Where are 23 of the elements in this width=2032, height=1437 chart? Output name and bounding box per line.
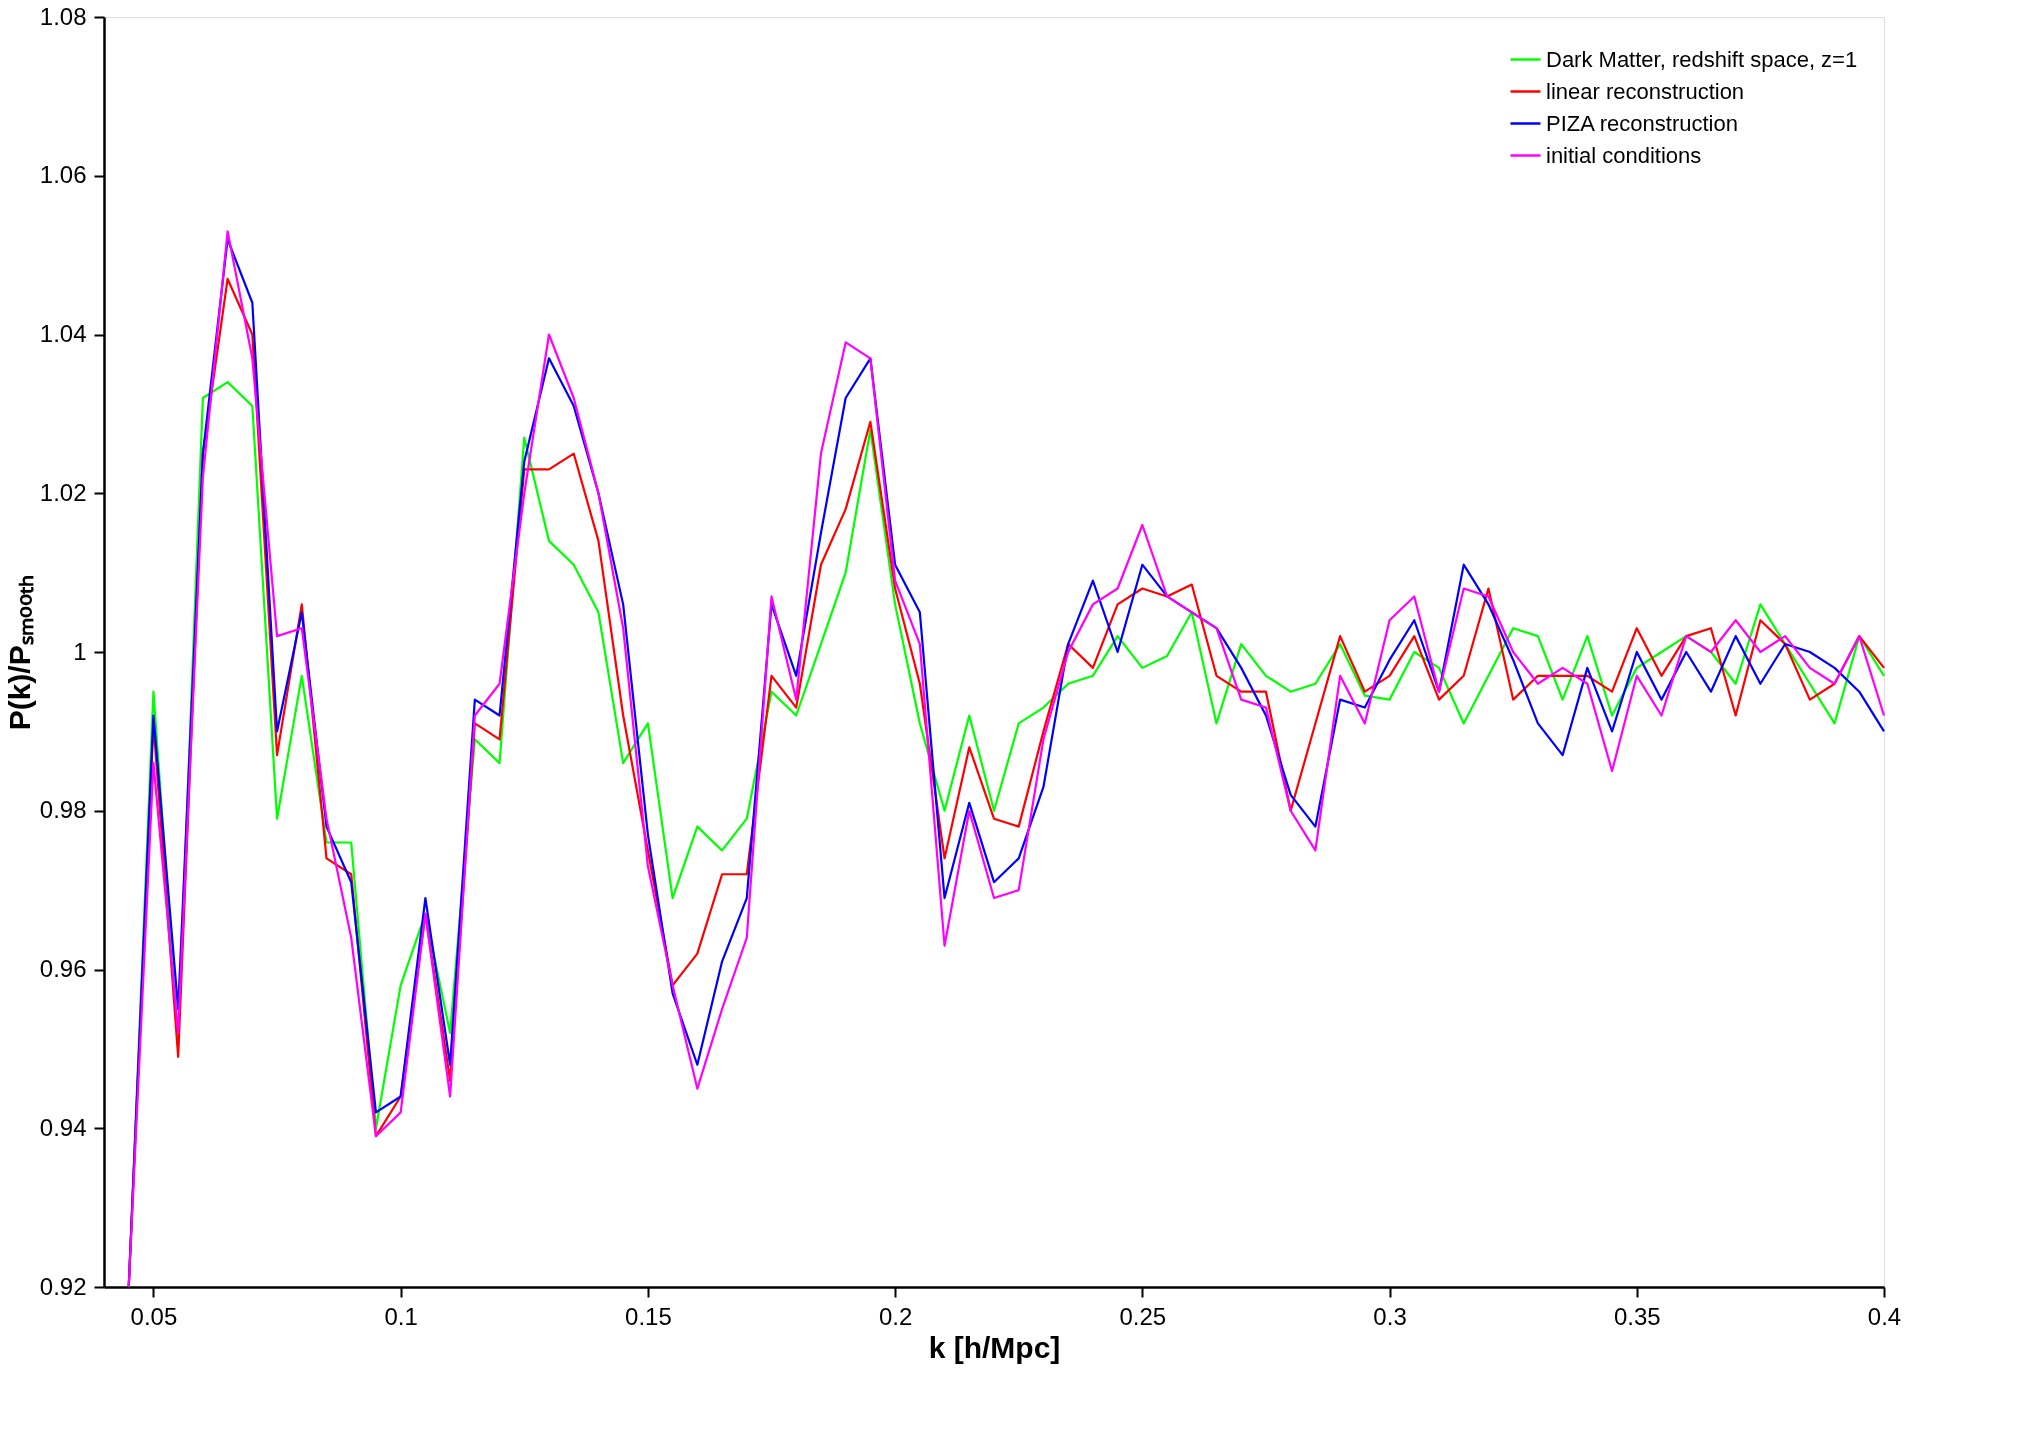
y-tick-label: 1.06 <box>39 161 87 189</box>
y-axis-title: P(k)/Pₛₘₒₒₜₕ <box>2 574 36 731</box>
y-tick-label: 0.94 <box>39 1113 87 1141</box>
x-tick-label: 0.35 <box>1613 1302 1661 1330</box>
legend-label: Dark Matter, redshift space, z=1 <box>1546 46 1858 72</box>
y-tick-label: 1.02 <box>39 478 87 506</box>
x-tick-label: 0.1 <box>384 1302 418 1330</box>
x-axis-title: k [h/Mpc] <box>928 1330 1061 1364</box>
y-tick-label: 1 <box>73 637 87 665</box>
legend-label: linear reconstruction <box>1546 78 1745 104</box>
legend-label: initial conditions <box>1546 142 1702 168</box>
y-tick-label: 0.96 <box>39 955 87 982</box>
x-tick-label: 0.2 <box>878 1302 913 1330</box>
x-tick-label: 0.4 <box>1867 1302 1902 1330</box>
x-tick-label: 0.05 <box>130 1302 178 1330</box>
y-tick-label: 1.04 <box>39 320 87 347</box>
x-tick-label: 0.25 <box>1119 1302 1167 1330</box>
y-tick-label: 0.92 <box>39 1272 87 1300</box>
y-tick-label: 0.98 <box>39 796 87 824</box>
x-tick-label: 0.3 <box>1373 1302 1407 1330</box>
legend-label: PIZA reconstruction <box>1546 110 1738 136</box>
x-tick-label: 0.15 <box>625 1302 672 1330</box>
y-tick-label: 1.08 <box>39 2 87 30</box>
